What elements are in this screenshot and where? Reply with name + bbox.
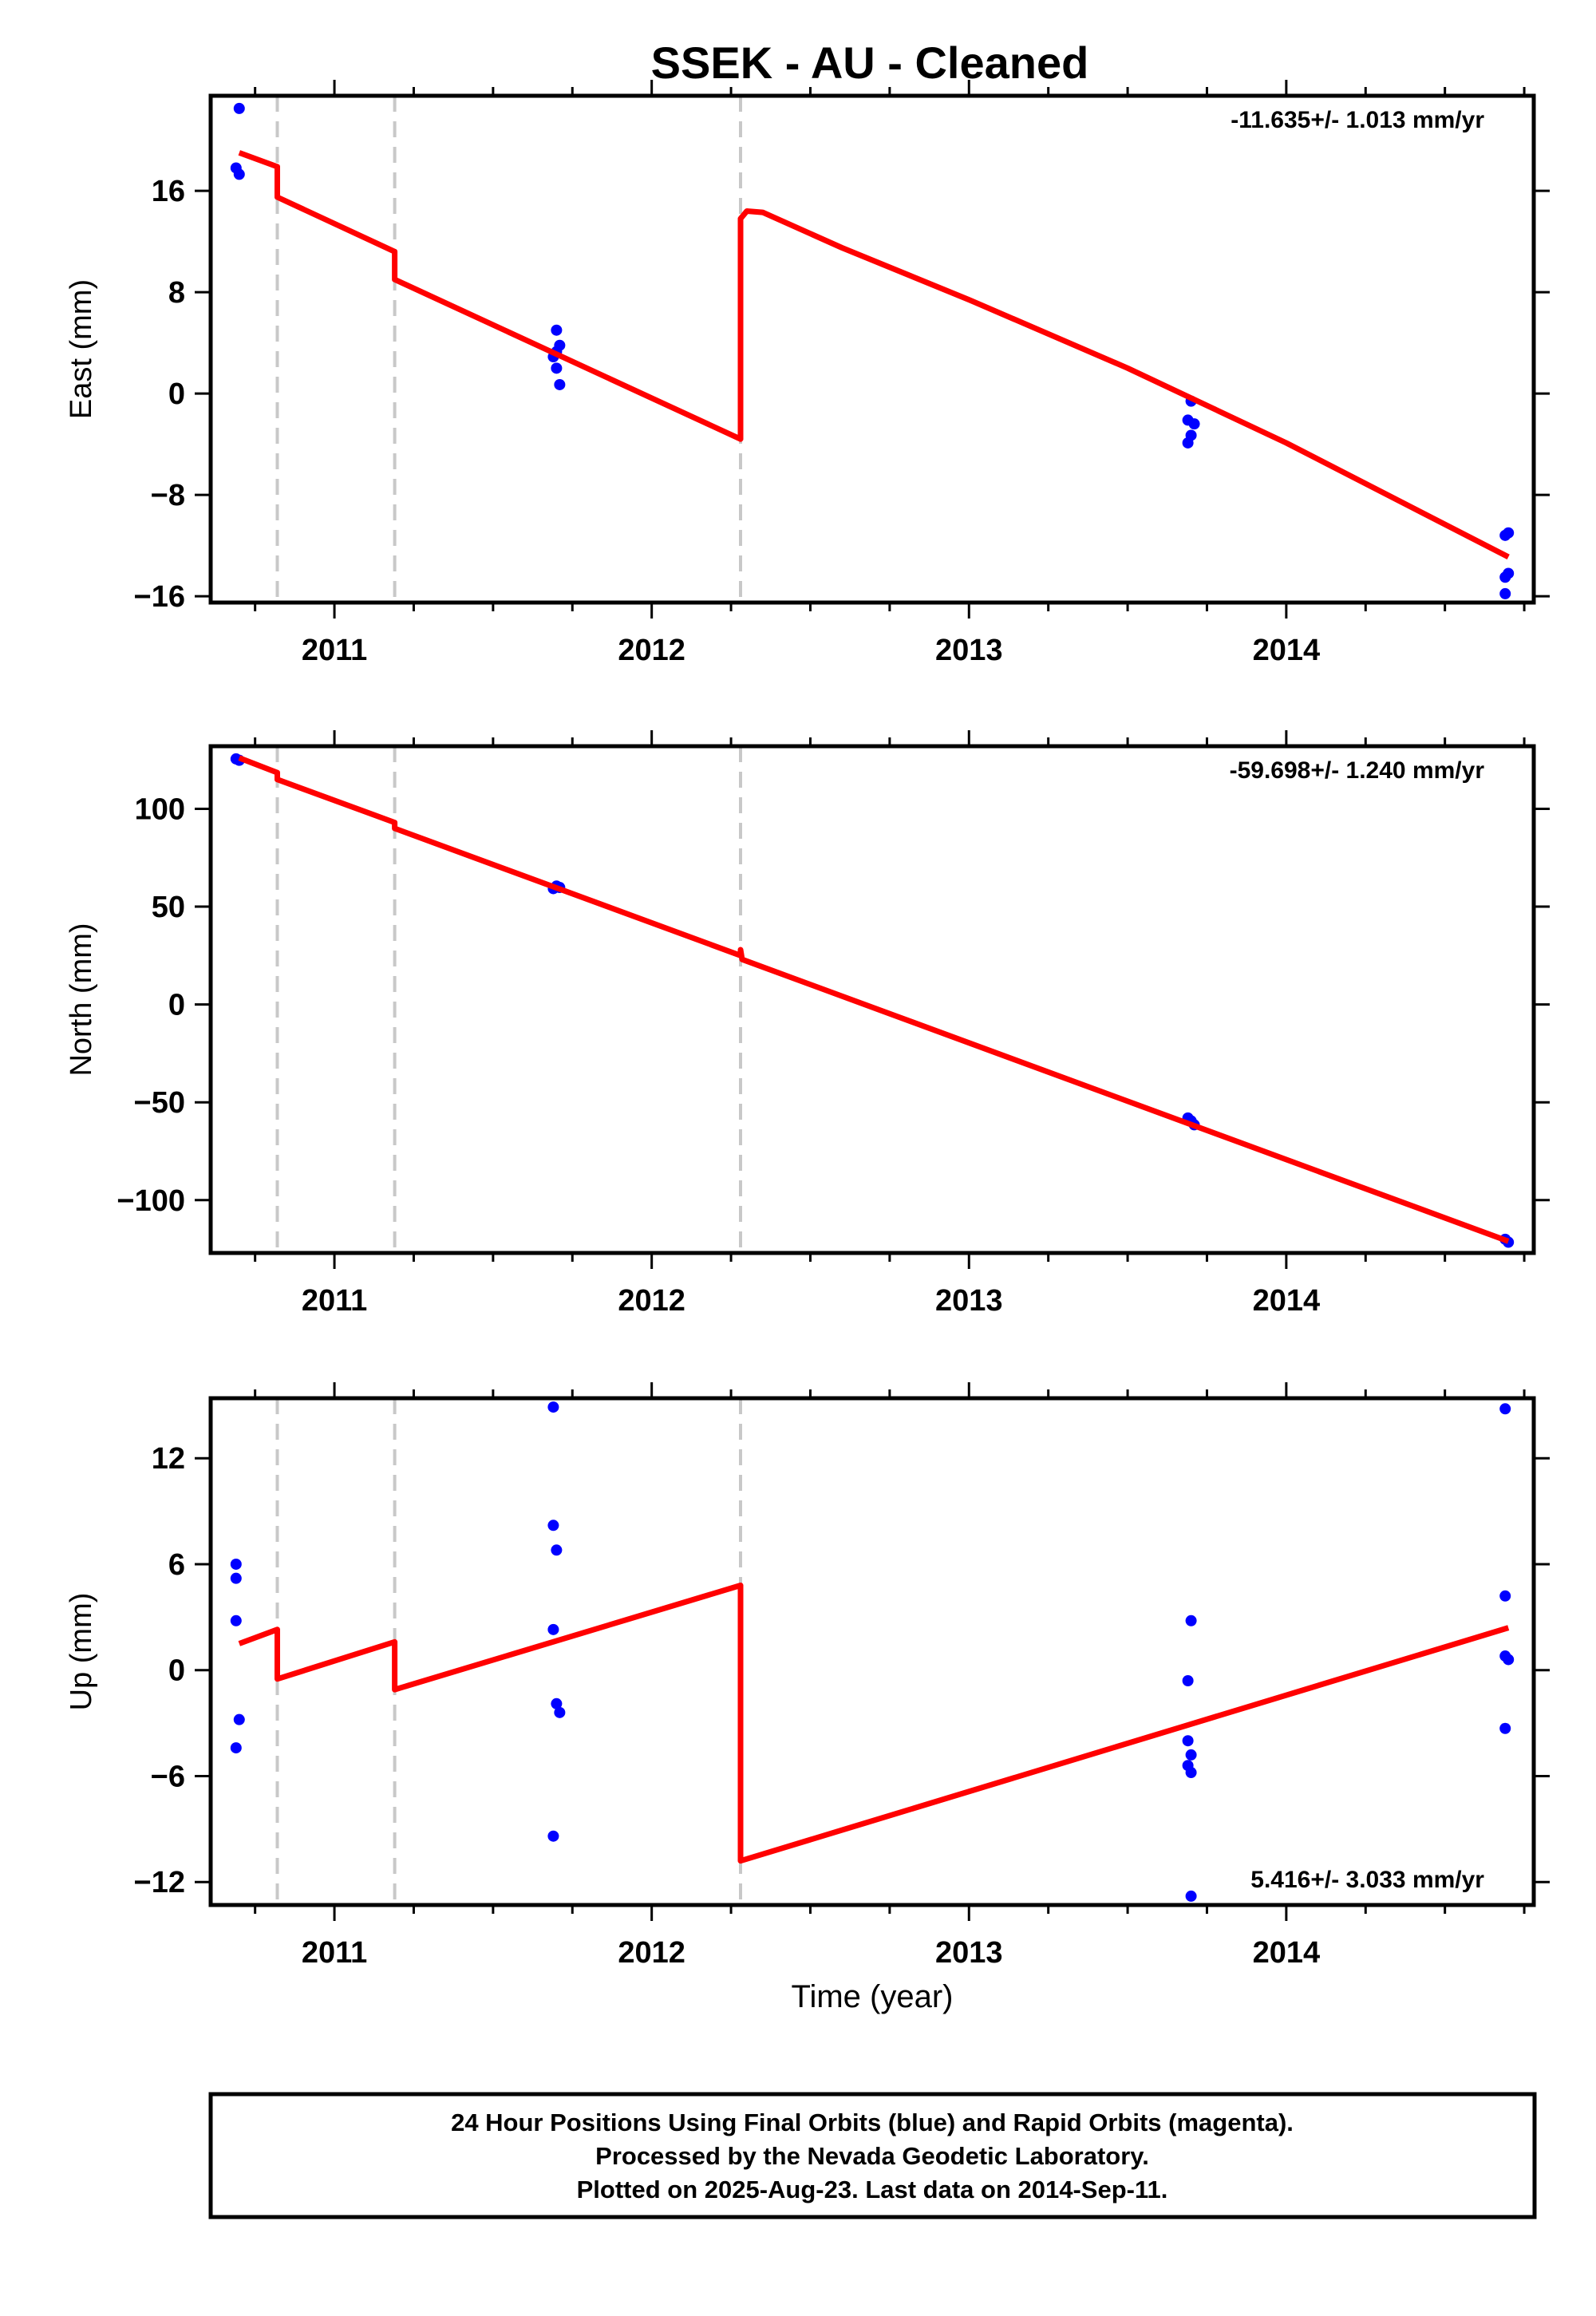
plot-frame xyxy=(208,744,1536,1255)
x-tick-label: 2011 xyxy=(302,634,367,667)
x-tick-label: 2014 xyxy=(1253,634,1321,667)
data-point xyxy=(1499,1722,1511,1734)
data-point xyxy=(1499,1590,1511,1602)
footer-line-2: Processed by the Nevada Geodetic Laborat… xyxy=(595,2142,1149,2170)
data-point xyxy=(230,1614,242,1626)
x-tick-label: 2014 xyxy=(1253,1284,1321,1318)
footer-line-3: Plotted on 2025-Aug-23. Last data on 201… xyxy=(577,2176,1168,2203)
data-point xyxy=(547,1830,559,1842)
y-tick-label: −16 xyxy=(134,580,185,614)
x-tick-label: 2012 xyxy=(618,634,685,667)
model-fit-line xyxy=(238,150,1510,560)
rate-label: 5.416+/- 3.033 mm/yr xyxy=(1250,1867,1484,1893)
plot-frame xyxy=(208,1396,1536,1907)
x-tick-label: 2012 xyxy=(618,1936,685,1970)
data-point xyxy=(551,1697,563,1709)
x-tick-label: 2011 xyxy=(302,1936,367,1970)
model-fit-line xyxy=(238,1583,1510,1864)
data-point xyxy=(551,1544,563,1556)
y-tick-label: 12 xyxy=(152,1442,185,1476)
data-point xyxy=(554,1706,566,1718)
rate-label: -59.698+/- 1.240 mm/yr xyxy=(1230,757,1485,784)
data-point xyxy=(230,1742,242,1754)
x-tick-label: 2013 xyxy=(935,1936,1003,1970)
data-point xyxy=(547,1401,559,1413)
up-axis-label: Up (mm) xyxy=(65,1593,98,1711)
x-tick-label: 2013 xyxy=(935,634,1003,667)
y-tick-label: 100 xyxy=(135,792,185,826)
model-fit-line xyxy=(238,755,1510,1244)
y-tick-label: 0 xyxy=(168,989,185,1022)
data-point xyxy=(551,362,563,374)
north-panel: 2011 2012 2013 2014 100 50 0 −50 −100 North (mm) -… xyxy=(65,730,1550,1318)
footer-box: 24 Hour Positions Using Final Orbits (bl… xyxy=(208,2092,1537,2219)
data-point xyxy=(233,102,245,114)
north-axis-label: North (mm) xyxy=(65,923,98,1076)
east-panel: 2011 2012 2013 2014 16 8 0 −8 −16 East (mm) -11.63… xyxy=(65,80,1550,667)
y-tick-label: −6 xyxy=(151,1760,185,1793)
x-axis-label: Time (year) xyxy=(792,1979,954,2014)
data-point xyxy=(1182,437,1194,449)
x-tick-label: 2012 xyxy=(618,1284,685,1318)
data-point xyxy=(1182,1675,1194,1687)
data-point xyxy=(230,1558,242,1570)
data-point xyxy=(1503,1654,1515,1666)
data-point xyxy=(1499,587,1511,599)
data-point xyxy=(547,1520,559,1531)
data-point xyxy=(1499,1403,1511,1415)
y-tick-label: 16 xyxy=(152,175,185,208)
footer-frame xyxy=(208,2092,1537,2219)
y-tick-label: −50 xyxy=(134,1086,185,1120)
data-point xyxy=(1185,1890,1197,1902)
data-point xyxy=(230,1572,242,1584)
data-point xyxy=(1503,567,1515,579)
y-tick-label: 8 xyxy=(168,276,185,310)
x-tick-label: 2014 xyxy=(1253,1936,1321,1970)
y-tick-label: 50 xyxy=(152,891,185,924)
panels: 2011 2012 2013 2014 16 8 0 −8 −16 East (mm) -11.63… xyxy=(65,80,1550,1970)
up-panel: 2011 2012 2013 2014 12 6 0 −6 −12 Up (mm) 5.416+/-… xyxy=(65,1382,1550,1970)
data-point xyxy=(1185,1767,1197,1779)
data-point xyxy=(554,378,566,390)
y-tick-label: −8 xyxy=(151,479,185,512)
data-point xyxy=(1188,418,1200,430)
y-tick-label: −12 xyxy=(134,1866,185,1899)
data-point xyxy=(1503,527,1515,539)
y-tick-label: 0 xyxy=(168,1654,185,1688)
data-point xyxy=(1185,1749,1197,1761)
data-point xyxy=(233,1713,245,1725)
plot-frame xyxy=(208,93,1536,605)
x-tick-label: 2013 xyxy=(935,1284,1003,1318)
data-point xyxy=(551,324,563,336)
y-tick-label: 0 xyxy=(168,377,185,411)
data-point xyxy=(547,1623,559,1635)
east-axis-label: East (mm) xyxy=(65,279,98,419)
data-point xyxy=(233,168,245,180)
rate-label: -11.635+/- 1.013 mm/yr xyxy=(1231,107,1484,133)
x-tick-label: 2011 xyxy=(302,1284,367,1318)
data-point xyxy=(1185,1614,1197,1626)
figure-title: SSEK - AU - Cleaned xyxy=(651,38,1089,88)
y-tick-label: −100 xyxy=(117,1184,185,1218)
footer-line-1: 24 Hour Positions Using Final Orbits (bl… xyxy=(451,2109,1294,2136)
data-point xyxy=(1182,1735,1194,1747)
y-tick-label: 6 xyxy=(168,1548,185,1582)
